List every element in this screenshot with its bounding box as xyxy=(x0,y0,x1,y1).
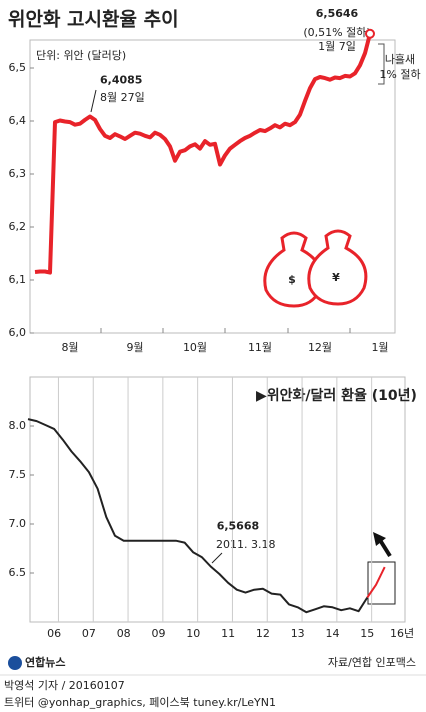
y-tick-label: 6,5 xyxy=(9,61,27,74)
byline: 박영석 기자 / 20160107 xyxy=(4,679,125,692)
x-tick-label: 13 xyxy=(291,627,305,640)
x-tick-label: 11 xyxy=(221,627,235,640)
logo: 연합뉴스 xyxy=(25,655,65,669)
sns: 트위터 @yonhap_graphics, 페이스북 tuney.kr/LeYN… xyxy=(4,696,276,709)
source: 자료/연합 인포맥스 xyxy=(328,656,416,669)
x-tick-label: 9월 xyxy=(126,341,143,354)
x-tick-label: 07 xyxy=(82,627,96,640)
y-tick-label: 6,0 xyxy=(9,326,27,339)
line xyxy=(366,566,386,599)
annotation: 8월 27일 xyxy=(100,90,145,104)
plot-frame xyxy=(29,39,396,334)
annotation: 나흘새 xyxy=(385,53,415,66)
line xyxy=(34,33,372,275)
line xyxy=(27,418,369,614)
x-tick-label: 08 xyxy=(117,627,131,640)
logo-mark xyxy=(8,656,22,670)
x-tick-label: 06 xyxy=(47,627,61,640)
x-tick-label: 11월 xyxy=(248,341,272,354)
x-tick-label: 15 xyxy=(360,627,374,640)
end-marker xyxy=(365,28,375,39)
x-tick-label: 12 xyxy=(256,627,270,640)
bracket xyxy=(378,43,385,85)
y-tick-label: 7.5 xyxy=(9,468,27,481)
svg-text:¥: ¥ xyxy=(332,271,340,284)
arrow xyxy=(378,538,392,558)
highlight-box xyxy=(367,561,396,605)
title: 위안화 고시환율 추이 xyxy=(8,9,179,31)
y-tick-label: 6.5 xyxy=(9,566,27,579)
y-tick-label: 6,4 xyxy=(9,114,27,127)
plot-frame xyxy=(29,376,406,623)
value-label: 6,5646 xyxy=(316,7,359,20)
x-tick-label: 8월 xyxy=(61,341,78,354)
x-tick-label: 14 xyxy=(326,627,340,640)
svg-text:$: $ xyxy=(288,273,296,286)
y-tick-label: 6,3 xyxy=(9,167,27,180)
annotation: 1% 절하 xyxy=(379,67,420,81)
x-tick-label: 09 xyxy=(152,627,166,640)
annotation: 1월 7일 xyxy=(318,39,356,53)
x-tick-label: 10월 xyxy=(183,341,207,354)
x-tick-label: 1월 xyxy=(371,341,388,354)
arrow-head xyxy=(373,532,386,546)
y-tick-label: 8.0 xyxy=(9,419,27,432)
y-tick-label: 7.0 xyxy=(9,517,27,530)
money-bags-icon: $ ¥ xyxy=(263,229,368,308)
y-tick-label: 6,1 xyxy=(9,273,27,286)
x-tick-label: 16년 xyxy=(390,627,414,640)
value-label: 6,4085 xyxy=(100,73,142,86)
x-tick-label: 12월 xyxy=(308,341,332,354)
value-label: 6,5668 xyxy=(217,519,259,532)
pointer xyxy=(90,89,97,113)
pointer xyxy=(211,552,223,564)
x-tick-label: 10 xyxy=(186,627,200,640)
unit: 단위: 위안 (달러당) xyxy=(36,49,126,62)
annotation: 2011. 3.18 xyxy=(216,538,275,551)
y-tick-label: 6,2 xyxy=(9,220,27,233)
annotation: (0,51% 절하) xyxy=(303,25,370,39)
